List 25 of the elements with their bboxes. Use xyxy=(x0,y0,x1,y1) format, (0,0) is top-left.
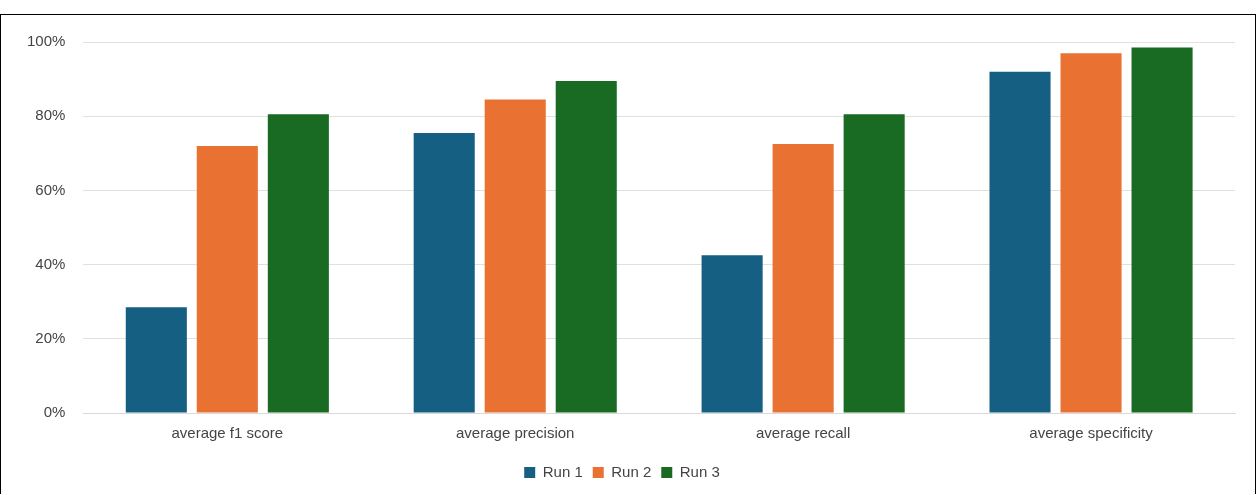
y-tick-label: 80% xyxy=(35,106,66,124)
bar xyxy=(989,71,1051,413)
y-tick-label: 40% xyxy=(35,254,66,272)
bar xyxy=(196,145,258,413)
bar xyxy=(267,114,329,413)
x-tick-label: average precision xyxy=(456,424,575,442)
bar xyxy=(555,80,617,413)
bar xyxy=(125,307,187,413)
bar xyxy=(701,255,763,413)
legend-label: Run 3 xyxy=(679,462,720,480)
y-tick-label: 100% xyxy=(26,32,66,50)
bar xyxy=(484,99,546,413)
bar xyxy=(1060,53,1122,413)
bar xyxy=(772,144,834,413)
y-tick-label: 60% xyxy=(35,180,66,198)
x-tick-label: average f1 score xyxy=(171,424,284,442)
bar xyxy=(1131,47,1193,413)
x-tick-label: average specificity xyxy=(1029,424,1154,442)
bar xyxy=(843,114,905,413)
x-tick-label: average recall xyxy=(756,424,851,442)
y-tick-label: 0% xyxy=(43,403,66,421)
legend-label: Run 1 xyxy=(542,462,583,480)
bar xyxy=(413,132,475,413)
y-tick-label: 20% xyxy=(35,328,66,346)
legend-label: Run 2 xyxy=(611,462,652,480)
